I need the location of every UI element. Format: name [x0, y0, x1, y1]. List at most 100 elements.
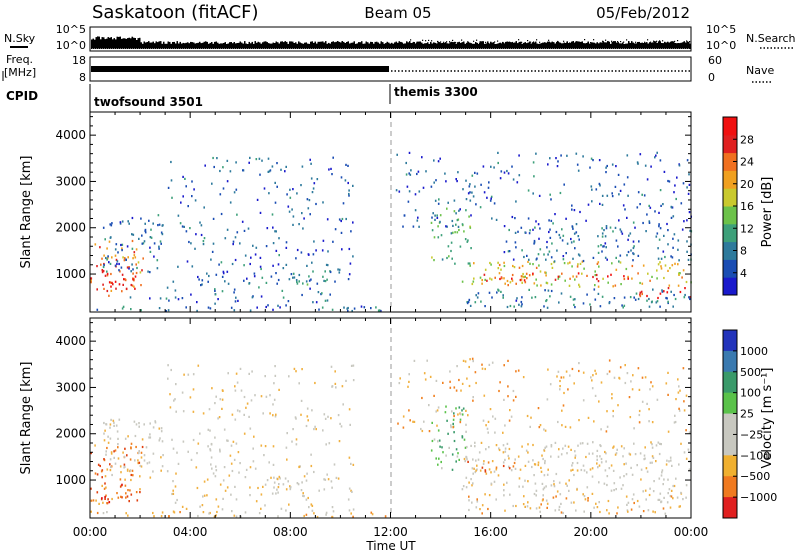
heatmap-cell — [571, 204, 573, 207]
heatmap-cell — [577, 253, 580, 256]
heatmap-cell — [413, 420, 416, 423]
heatmap-cell — [578, 254, 581, 257]
heatmap-cell — [106, 258, 108, 261]
heatmap-cell — [660, 204, 662, 207]
noise-bar — [142, 43, 144, 48]
noise-baseline — [631, 47, 633, 49]
heatmap-cell — [160, 427, 163, 430]
noise-bar — [413, 42, 415, 48]
heatmap-cell — [187, 373, 190, 376]
heatmap-cell — [657, 498, 660, 501]
heatmap-cell — [289, 486, 292, 489]
heatmap-cell — [110, 285, 112, 288]
heatmap-cell — [507, 359, 509, 362]
noise-baseline — [305, 47, 307, 49]
noise-bar — [202, 42, 204, 48]
heatmap-cell — [589, 303, 591, 306]
noise-bar — [379, 43, 381, 48]
heatmap-cell — [616, 448, 618, 451]
heatmap-cell — [330, 417, 332, 420]
heatmap-cell — [153, 242, 156, 245]
colorbar-tick-label: 20 — [740, 178, 754, 191]
heatmap-cell — [454, 231, 456, 234]
heatmap-cell — [172, 280, 175, 283]
noise-bar — [299, 42, 301, 48]
heatmap-cell — [495, 466, 498, 469]
heatmap-cell — [586, 486, 589, 489]
heatmap-cell — [305, 424, 308, 428]
heatmap-cell — [315, 249, 317, 252]
heatmap-cell — [160, 231, 163, 234]
noise-bar — [527, 42, 529, 48]
colorbar-swatch — [723, 413, 737, 435]
heatmap-cell — [632, 493, 635, 496]
noise-dot — [533, 41, 535, 43]
noise-baseline — [153, 47, 155, 49]
heatmap-cell — [683, 451, 686, 454]
heatmap-cell — [190, 458, 193, 461]
noise-bar — [206, 41, 208, 48]
noise-baseline — [375, 47, 377, 49]
heatmap-cell — [682, 269, 685, 272]
noise-baseline — [435, 47, 437, 49]
heatmap-cell — [463, 438, 466, 441]
noise-dot — [509, 41, 511, 43]
heatmap-cell — [569, 374, 571, 377]
heatmap-cell — [448, 255, 450, 258]
heatmap-cell — [671, 264, 674, 267]
heatmap-cell — [535, 152, 537, 155]
heatmap-cell — [194, 247, 196, 250]
heatmap-cell — [285, 241, 288, 244]
heatmap-cell — [426, 359, 428, 362]
heatmap-cell — [311, 191, 314, 194]
heatmap-cell — [527, 443, 529, 446]
heatmap-cell — [560, 376, 563, 379]
heatmap-cell — [277, 486, 280, 489]
heatmap-cell — [232, 243, 234, 246]
noise-bar — [548, 41, 550, 48]
heatmap-cell — [296, 280, 298, 283]
heatmap-cell — [585, 219, 587, 222]
noise-bar — [596, 42, 598, 48]
noise-bar — [124, 38, 126, 48]
noise-dot — [554, 44, 556, 46]
heatmap-cell — [211, 250, 214, 253]
noise-baseline — [189, 47, 191, 49]
heatmap-cell — [371, 513, 374, 516]
heatmap-cell — [490, 482, 493, 485]
heatmap-cell — [650, 165, 652, 168]
heatmap-cell — [306, 415, 309, 418]
heatmap-cell — [157, 214, 160, 217]
noise-baseline — [137, 47, 139, 49]
heatmap-cell — [459, 421, 462, 424]
heatmap-cell — [478, 451, 481, 454]
heatmap-cell — [643, 194, 646, 197]
heatmap-cell — [117, 496, 120, 499]
heatmap-cell — [504, 447, 507, 450]
heatmap-cell — [121, 290, 123, 293]
noise-bar — [437, 41, 439, 48]
noise-bar — [415, 43, 417, 48]
noise-bar — [523, 42, 525, 48]
heatmap-cell — [212, 472, 215, 475]
noise-baseline — [357, 47, 359, 49]
noise-baseline — [257, 47, 259, 49]
heatmap-cell — [234, 389, 237, 392]
heatmap-cell — [521, 445, 523, 448]
noise-bar — [554, 43, 556, 48]
heatmap-cell — [503, 251, 506, 254]
heatmap-cell — [486, 196, 488, 199]
heatmap-cell — [127, 514, 129, 517]
noise-baseline — [489, 47, 491, 49]
heatmap-cell — [461, 382, 464, 385]
heatmap-cell — [318, 308, 320, 311]
heatmap-cell — [518, 174, 521, 177]
heatmap-cell — [468, 499, 470, 502]
heatmap-cell — [249, 486, 251, 489]
heatmap-cell — [627, 275, 629, 278]
noise-bar — [673, 41, 675, 48]
heatmap-cell — [512, 465, 515, 468]
heatmap-cell — [220, 212, 223, 216]
heatmap-cell — [262, 412, 264, 415]
heatmap-cell — [657, 247, 659, 250]
